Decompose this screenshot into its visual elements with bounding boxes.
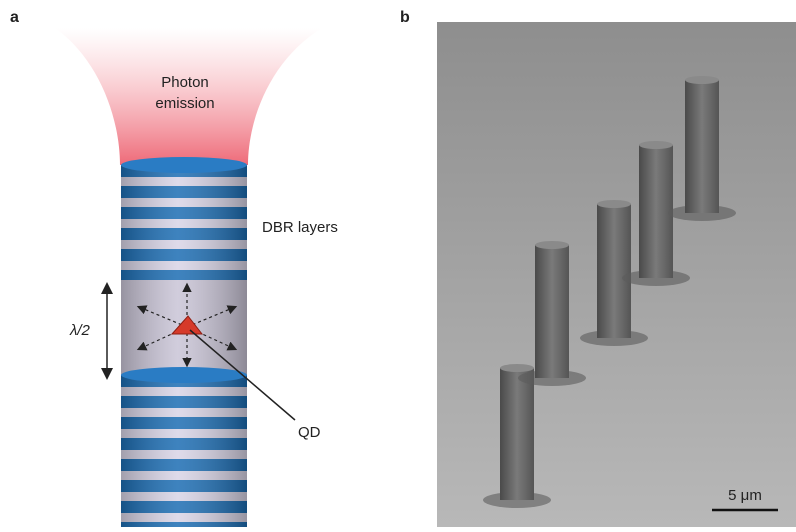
pillar xyxy=(639,145,673,278)
panel-label: a xyxy=(10,9,19,26)
emission-label: Photon xyxy=(161,74,209,91)
shading xyxy=(121,165,247,527)
dbr-top xyxy=(121,367,247,383)
pillar-top xyxy=(639,141,673,149)
pillar xyxy=(500,368,534,500)
pillar-top xyxy=(535,241,569,249)
pillar-top xyxy=(597,200,631,208)
pillar-top xyxy=(685,76,719,84)
pillar-top xyxy=(500,364,534,372)
micropillar xyxy=(121,157,247,527)
cavity-label: λ/2 xyxy=(69,322,91,339)
scale-bar-label: 5 μm xyxy=(728,487,762,504)
dbr-top xyxy=(121,157,247,173)
panel-label: b xyxy=(400,9,410,26)
qd-label: QD xyxy=(298,424,321,441)
dbr-label: DBR layers xyxy=(262,219,338,236)
pillar xyxy=(685,80,719,213)
pillar xyxy=(597,204,631,338)
pillar xyxy=(535,245,569,378)
figure: a b Photon emission DBR layers λ/2 QD 5 … xyxy=(0,0,796,527)
emission-label: emission xyxy=(155,95,214,112)
